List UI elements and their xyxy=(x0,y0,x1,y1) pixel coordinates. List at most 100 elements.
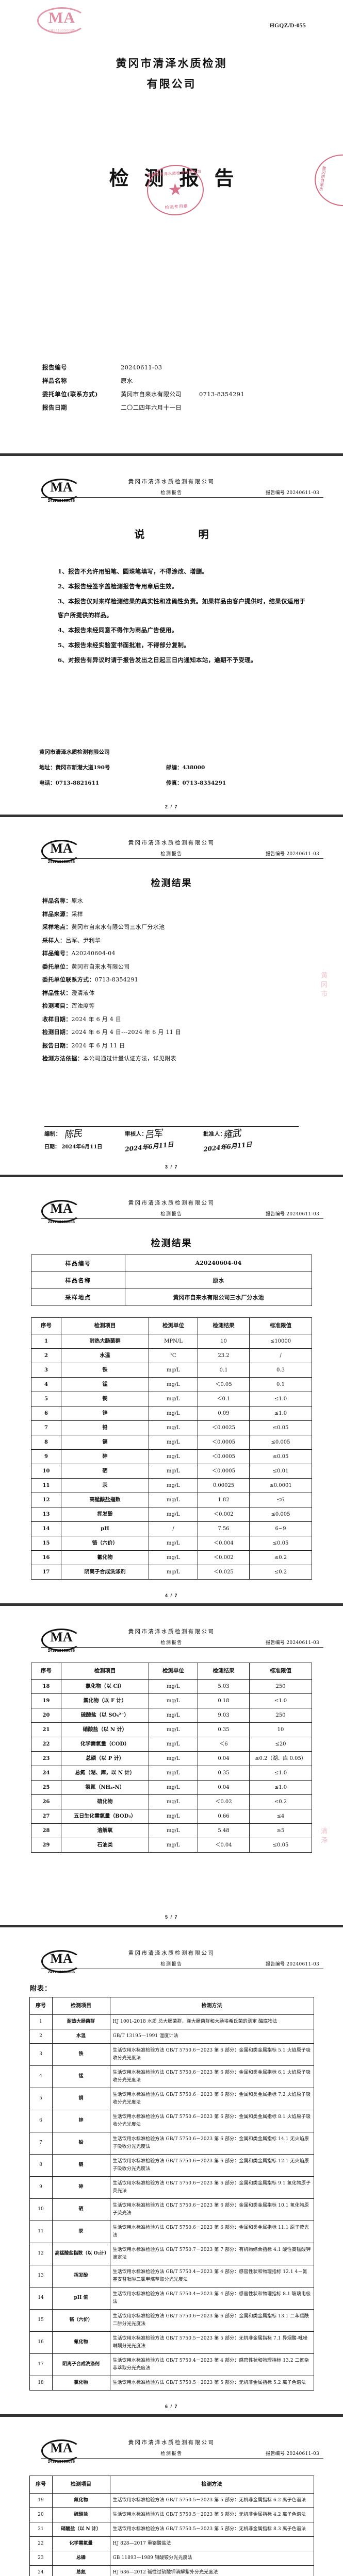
cell-index: 1 xyxy=(29,2014,53,2029)
cell-item: 阴离子合成洗涤剂 xyxy=(52,2353,110,2376)
ma-mark-letters: MA xyxy=(50,841,73,856)
cell-index: 16 xyxy=(31,1550,61,1565)
cell-limit: ≤0.2 xyxy=(249,1550,312,1565)
cell-method: GB 11893—1989 钼酸铵分光光度法 xyxy=(109,2550,314,2566)
col-header-index: 序号 xyxy=(29,1996,53,2015)
report-number-value: 20240611-03 xyxy=(286,1961,319,1967)
address-street: 地址：黄冈市新港大道190号 xyxy=(39,760,166,775)
address-phone-row: 电话：0713-8821611 传真：0713-8354291 xyxy=(39,775,343,791)
cover-report-title: 检测报告 xyxy=(109,166,250,190)
table-row: 23 总磷 GB 11893—1989 钼酸铵分光光度法 xyxy=(29,2550,314,2566)
table-row: 14 pH/7.56 6~9 xyxy=(31,1521,312,1536)
table-row: 26 硫化物 mg/L ＜0.02 ≤0.2 xyxy=(31,1794,312,1809)
cell-item: 硒 xyxy=(61,1463,149,1479)
ma-certification-mark-icon: MA 241713050086 xyxy=(41,2439,81,2464)
letterhead-subtitle: 检测报告 xyxy=(160,1640,183,1646)
cell-item: 氯化物（以 Cl） xyxy=(61,1679,149,1694)
info-label: 采样地点： xyxy=(42,924,72,930)
table-row: 19 氟化物（以 F 计） mg/L 0.18 ≤1.0 xyxy=(31,1693,312,1708)
cell-index: 28 xyxy=(31,1823,61,1838)
table-row: 17 阴离子合成洗涤剂 mg/L ＜0.025 ≤0.2 xyxy=(31,1564,312,1580)
cell-unit: mg/L xyxy=(149,1707,198,1723)
cell-item: 氟化物（以 F 计） xyxy=(61,1693,149,1708)
page-number: 4 / 7 xyxy=(165,1592,178,1598)
cell-item: 铜 xyxy=(61,1391,149,1406)
table-row: 22 化学需氧量 HJ 828—2017 重铬酸盐法 xyxy=(29,2536,314,2551)
signature-date-row: 日期： 2024年6月11日 xyxy=(44,1142,125,1150)
cell-item: 五日生化需氧量（BOD₅） xyxy=(61,1808,149,1824)
cell-item: 锰 xyxy=(61,1377,149,1392)
test-results-body: 1 耐热大肠菌群 MPN/L 10 ≤10000 2 水温 ℃ 23.2/3 铁 mg/L 0.1 0.… xyxy=(31,1333,312,1580)
sample-info-row: 样品编号：A20240604-04 xyxy=(42,947,343,960)
cell-item: 汞 xyxy=(52,2220,110,2243)
table-row: 8 镉 mg/L ＜0.0005 ≤0.005 xyxy=(31,1434,312,1450)
cell-limit: ≤0.2 xyxy=(249,1564,312,1580)
sample-info-row: 采样人：吕军、尹利华 xyxy=(42,934,343,947)
cell-limit: 0.3 xyxy=(249,1362,312,1378)
cell-index: 17 xyxy=(29,2353,53,2376)
meta-value: 原水 xyxy=(125,1271,312,1289)
cell-item: 锌 xyxy=(61,1405,149,1421)
cell-result: 7.56 xyxy=(198,1521,250,1536)
cell-item: 化学需氧量（COD） xyxy=(61,1736,149,1752)
ma-ellipse-shape xyxy=(41,2439,81,2462)
cell-item: 石油类 xyxy=(61,1837,149,1853)
table-row: 采样地点 黄冈市自来水有限公司三水厂分水池 xyxy=(31,1288,312,1306)
col-header-limit: 标准限值 xyxy=(249,1317,312,1334)
col-header-item: 检测项目 xyxy=(52,2475,110,2494)
table-row: 11 汞 mg/L 0.00025 ≤0.0001 xyxy=(31,1478,312,1493)
report-number-label: 报告编号 xyxy=(266,1961,285,1967)
address-telephone: 电话：0713-8821611 xyxy=(39,775,166,791)
signature-date-value: 2024年6月11日 xyxy=(61,1144,103,1150)
results-info-page: MA 241713050086 黄冈市清泽水质检测有限公司 检测报告 报告编号 … xyxy=(0,815,343,1175)
info-value: 吕军、尹利华 xyxy=(66,937,101,944)
cell-index: 18 xyxy=(29,2375,53,2391)
table-row: 18 氯化物（以 Cl） mg/L 5.03 250 xyxy=(31,1679,312,1694)
cover-field-value: 原水 xyxy=(121,377,133,384)
results-table-page-1: MA 241713050086 黄冈市清泽水质检测有限公司 检测报告 报告编号 … xyxy=(0,1174,343,1603)
cell-index: 21 xyxy=(31,1722,61,1737)
table-row: 17 阴离子合成洗涤剂 生活饮用水标准检验方法 GB/T 5750.4－2023 第… xyxy=(29,2353,314,2376)
letterhead-company: 黄冈市清泽水质检测有限公司 xyxy=(128,840,215,846)
cell-item: 氯化物 xyxy=(52,2375,110,2391)
letterhead-company: 黄冈市清泽水质检测有限公司 xyxy=(128,1950,215,1956)
signature-block-approver: 批准人： 雍武 2024年6月11日 xyxy=(203,1128,291,1153)
zip-value: 438000 xyxy=(182,765,205,771)
cell-item: 砷 xyxy=(61,1449,149,1464)
test-methods-body: 19 氟化物 生活饮用水标准检验方法 GB/T 5750.5－2023 第 5 部分… xyxy=(29,2493,314,2576)
cell-index: 15 xyxy=(29,2309,53,2332)
table-row: 25 氨氮（NH₃-N） mg/L 0.04 ≤1.0 xyxy=(31,1780,312,1795)
signature-block-preparer: 编制： 陈民 日期： 2024年6月11日 xyxy=(44,1128,125,1151)
table-row: 4 锰 mg/L ＜0.05 0.1 xyxy=(31,1377,312,1392)
address-value: 黄冈市新港大道190号 xyxy=(55,765,110,771)
cell-limit: 250 xyxy=(249,1707,312,1723)
cell-index: 6 xyxy=(29,2109,53,2132)
cell-unit: mg/L xyxy=(149,1449,198,1464)
report-number-value: 20240611-03 xyxy=(286,1640,319,1646)
cell-result: ＜0.05 xyxy=(198,1377,250,1392)
cell-method: 生活饮用水标准检验方法 GB/T 5750.4－2023 第 4 部分：感官性状… xyxy=(109,2353,314,2376)
info-value: 2024 年 6 月 4 日 xyxy=(71,1015,122,1023)
letterhead-company: 黄冈市清泽水质检测有限公司 xyxy=(128,1199,215,1206)
table-row: 16 氰化物 mg/L ＜0.002 ≤0.2 xyxy=(31,1550,312,1565)
cell-limit: ≤0.2 xyxy=(249,1794,312,1809)
cell-item: 铬（六价） xyxy=(61,1535,149,1551)
ma-ellipse-shape xyxy=(41,479,81,501)
cell-index: 11 xyxy=(29,2220,53,2243)
info-label: 报告日期： xyxy=(42,1042,72,1049)
signature-date-row: 2024年6月11日 xyxy=(125,1141,203,1153)
cover-field-value: 二〇二四年六月十一日 xyxy=(121,404,182,411)
letterhead: MA 241713050086 黄冈市清泽水质检测有限公司 检测报告 报告编号 … xyxy=(20,1195,323,1232)
results-table-page-2: MA 241713050086 黄冈市清泽水质检测有限公司 检测报告 报告编号 … xyxy=(0,1603,343,1925)
cell-index: 12 xyxy=(31,1492,61,1507)
cover-field-row: 报告日期 二〇二四年六月十一日 xyxy=(42,401,244,414)
cell-limit: ≤0.005 xyxy=(249,1506,312,1522)
signature-role-label: 编制： xyxy=(44,1130,61,1137)
table-row: 20 硫酸盐 生活饮用水标准检验方法 GB/T 5750.5－2023 第 5 部分… xyxy=(29,2507,314,2522)
cell-unit: mg/L xyxy=(149,1506,198,1522)
info-label: 收样日期： xyxy=(42,1015,72,1023)
cell-limit: ≤0.01 xyxy=(249,1463,312,1479)
signature-date-row: 2024年6月11日 xyxy=(203,1141,291,1153)
col-header-method: 检测方法 xyxy=(109,1996,314,2015)
table-row: 15 铬（六价） 生活饮用水标准检验方法 GB/T 5750.6－2023 第 6 … xyxy=(29,2309,314,2332)
